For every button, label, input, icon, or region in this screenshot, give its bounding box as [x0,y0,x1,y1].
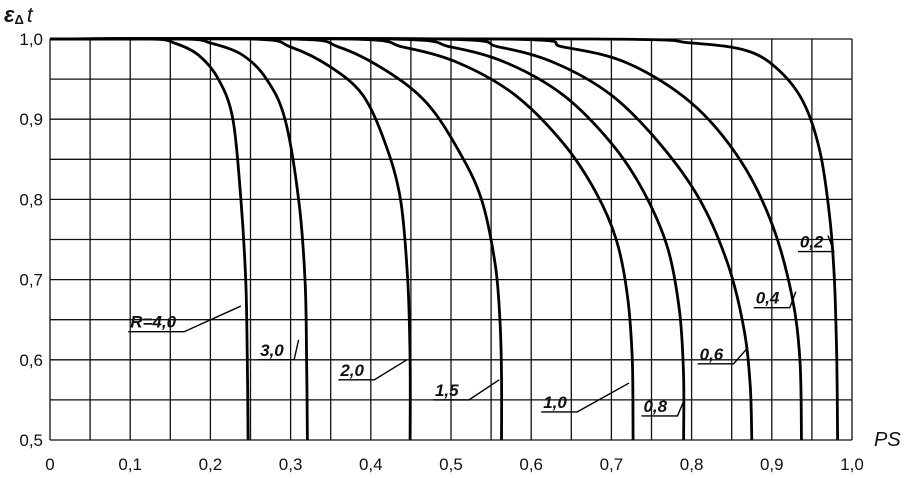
curve-label-leader [697,347,749,365]
y-axis-label-suffix: t [27,4,34,27]
curve-label: 3,0 [260,341,284,360]
x-tick-label: 0 [45,455,54,474]
curves [49,37,839,441]
grid [49,38,853,441]
curve-label: 0,8 [643,397,667,416]
x-axis-label: PS [874,429,901,451]
y-tick-label: 0,9 [19,110,43,129]
curve-label-leader [258,339,300,361]
x-tick-label: 0,9 [760,455,784,474]
curve-label-leader [338,359,408,381]
y-tick-label: 0,8 [19,190,43,209]
y-axis-label-symbol: ε [4,2,15,27]
curve-series [49,37,839,441]
curve-labels: R=4,0 3,0 2,0 1,5 1,0 0,8 0,6 0,4 0,2 [128,233,835,417]
x-tick-label: 0,7 [600,455,624,474]
curve-label-leader [432,379,500,401]
x-tick-label: 0,8 [680,455,704,474]
y-tick-label: 0,7 [19,271,43,290]
x-tick-label: 0,3 [279,455,303,474]
x-tick-label: 0,6 [519,455,543,474]
curve-label-leader [641,401,685,417]
y-axis-label-subscript: Δ [15,12,24,27]
y-tick-label: 0,5 [19,431,43,450]
curve-label: 2,0 [339,361,364,380]
curve-label: 0,2 [800,233,824,252]
x-tick-label: 0,4 [359,455,383,474]
curve-label-leader [797,235,835,253]
x-tick-label: 1,0 [840,455,864,474]
curve-label: 1,0 [543,393,567,412]
curve-label-leader [128,305,242,333]
tick-labels: 0 0,1 0,2 0,3 0,4 0,5 0,6 0,7 0,8 0,9 1,0 0,5 0,6 0,7… [19,30,863,474]
svg-text:εΔt: εΔ t [4,2,34,27]
x-tick-label: 0,5 [439,455,463,474]
curve-label: 0,4 [756,289,780,308]
y-tick-label: 0,6 [19,351,43,370]
curve-label: R=4,0 [130,313,176,332]
curve-label-leader [753,291,797,309]
x-tick-label: 0,2 [199,455,223,474]
curve-label: 1,5 [435,381,459,400]
y-tick-label: 1,0 [19,30,43,49]
x-tick-label: 0,1 [118,455,142,474]
y-axis-label: εΔ t [4,2,34,27]
curve-label-leader [541,382,630,413]
curve-label: 0,6 [700,345,724,364]
